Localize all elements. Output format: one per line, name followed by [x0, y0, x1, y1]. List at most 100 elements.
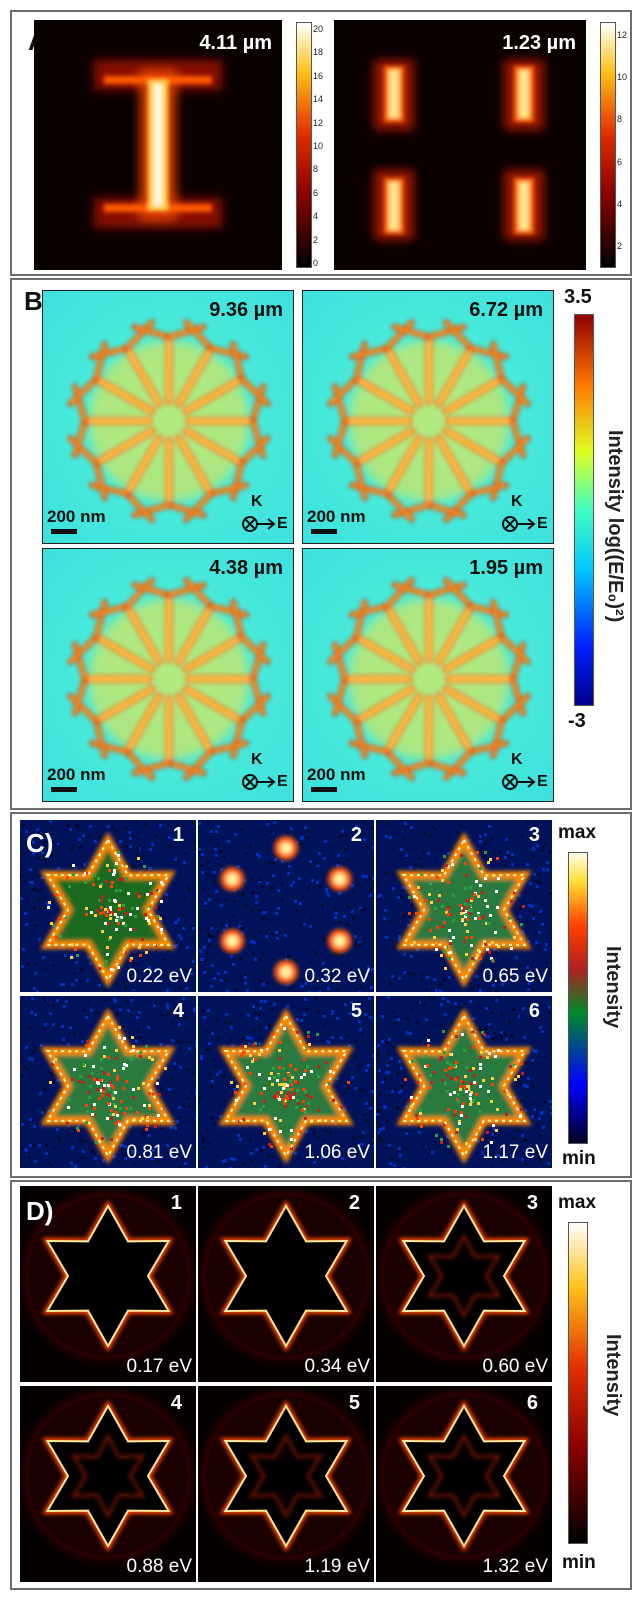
star-simulation-graphic — [198, 1186, 374, 1382]
eels-map-tile: 6 1.17 eV — [376, 996, 552, 1168]
simulated-map-tile: 3 0.60 eV — [376, 1186, 552, 1382]
wavelength-label: 6.72 µm — [469, 299, 543, 321]
energy-label: 0.32 eV — [304, 966, 371, 987]
field-map-4-11-graphic — [34, 20, 282, 270]
fractal-antenna-graphic — [43, 549, 293, 801]
colorbar-c-max: max — [558, 822, 597, 843]
wavelength-label: 9.36 µm — [209, 299, 283, 321]
colorbar-tick: 12 — [617, 30, 628, 40]
colorbar-tick: 8 — [313, 164, 319, 175]
colorbar-tick: 2 — [617, 241, 623, 252]
field-map-tile: 6.72 µm 200 nm K E — [302, 290, 554, 544]
star-simulation-graphic — [376, 1386, 552, 1582]
colorbar-tick: 2 — [313, 234, 319, 245]
panel-c: 1 0.22 eV 2 0.32 eV 3 0.65 eV 4 0.81 eV 5 1.06 eV… — [10, 812, 632, 1178]
colorbar-tick: 16 — [313, 70, 324, 81]
colorbar-tick: 10 — [617, 72, 628, 83]
k-vector-label: K — [511, 493, 523, 510]
tile-index: 5 — [348, 1392, 360, 1414]
star-eels-graphic — [376, 996, 552, 1168]
wavelength-label: 4.38 µm — [209, 557, 283, 579]
simulated-map-tile: 2 0.34 eV — [198, 1186, 374, 1382]
colorbar-b — [574, 314, 594, 706]
tile-index: 3 — [528, 824, 540, 846]
star-eels-graphic — [198, 996, 374, 1168]
energy-label: 0.65 eV — [482, 966, 549, 987]
energy-label: 1.06 eV — [304, 1142, 371, 1163]
tile-index: 2 — [348, 1192, 360, 1214]
star-simulation-graphic — [20, 1386, 196, 1582]
eels-map-tile: 2 0.32 eV — [198, 820, 374, 992]
colorbar-b-min: -3 — [568, 710, 586, 732]
colorbar-d-min: min — [562, 1552, 596, 1573]
star-eels-graphic — [376, 820, 552, 992]
energy-label: 0.34 eV — [304, 1356, 371, 1377]
colorbar-a1 — [296, 22, 312, 268]
colorbar-tick: 4 — [313, 211, 319, 222]
scale-bar-label: 200 nm — [307, 765, 366, 784]
colorbar-tick: 6 — [313, 187, 319, 198]
panel-d: 1 0.17 eV 2 0.34 eV 3 0.60 eV 4 0.88 eV 5 1.19 eV… — [10, 1180, 632, 1590]
scale-bar-label: 200 nm — [307, 507, 366, 526]
star-simulation-graphic — [376, 1186, 552, 1382]
scale-bar — [51, 787, 77, 792]
e-field-label: E — [277, 515, 288, 532]
simulated-map-tile: 1 0.17 eV — [20, 1186, 196, 1382]
k-vector-label: K — [251, 751, 263, 768]
colorbar-tick: 0 — [313, 258, 319, 268]
colorbar-tick: 14 — [313, 94, 324, 105]
scale-bar-label: 200 nm — [47, 507, 106, 526]
star-simulation-graphic — [20, 1186, 196, 1382]
colorbar-tick: 20 — [313, 24, 324, 34]
colorbar-c-label: Intensity — [602, 946, 624, 1029]
fractal-antenna-graphic — [43, 291, 293, 543]
energy-label: 0.88 eV — [126, 1556, 193, 1577]
field-map-1-23-graphic — [334, 20, 586, 270]
simulated-map-tile: 6 1.32 eV — [376, 1386, 552, 1582]
energy-label: 1.19 eV — [304, 1556, 371, 1577]
colorbar-d — [568, 1222, 588, 1544]
wavelength-label: 4.11 µm — [199, 32, 272, 54]
wavelength-label: 1.23 µm — [502, 32, 576, 54]
panel-c-label: C) — [26, 828, 54, 858]
colorbar-b-label: Intensity log((E/E₀)²) — [604, 430, 626, 623]
tile-index: 1 — [172, 824, 184, 846]
field-map-1-23: 1.23 µm — [334, 20, 586, 270]
e-field-label: E — [537, 515, 548, 532]
fractal-antenna-graphic — [303, 549, 553, 801]
colorbar-b-max: 3.5 — [564, 286, 592, 308]
polarization-arrow-icon — [502, 774, 536, 790]
e-field-label: E — [537, 773, 548, 790]
energy-label: 1.17 eV — [482, 1142, 549, 1163]
eels-map-tile: 5 1.06 eV — [198, 996, 374, 1168]
colorbar-c — [568, 852, 588, 1144]
star-simulation-graphic — [198, 1386, 374, 1582]
e-field-label: E — [277, 773, 288, 790]
energy-label: 0.17 eV — [126, 1356, 193, 1377]
eels-map-tile: 3 0.65 eV — [376, 820, 552, 992]
star-eels-graphic — [198, 820, 374, 992]
energy-label: 0.81 eV — [126, 1142, 193, 1163]
colorbar-tick: 6 — [617, 156, 623, 167]
polarization-arrow-icon — [502, 516, 536, 532]
colorbar-tick: 10 — [313, 141, 324, 151]
field-map-4-11: 4.11 µm — [34, 20, 282, 270]
colorbar-d-label: Intensity — [602, 1334, 624, 1417]
colorbar-tick: 8 — [617, 114, 623, 125]
tile-index: 6 — [526, 1392, 538, 1414]
simulated-map-tile: 5 1.19 eV — [198, 1386, 374, 1582]
tile-index: 2 — [350, 824, 362, 846]
tile-index: 4 — [170, 1392, 182, 1414]
eels-map-tile: 4 0.81 eV — [20, 996, 196, 1168]
tile-index: 6 — [528, 1000, 540, 1022]
colorbar-c-min: min — [562, 1148, 596, 1169]
colorbar-a2 — [600, 22, 616, 268]
scale-bar — [311, 787, 337, 792]
tile-index: 5 — [350, 1000, 362, 1022]
k-vector-label: K — [251, 493, 263, 510]
wavelength-label: 1.95 µm — [469, 557, 543, 579]
simulated-map-tile: 4 0.88 eV — [20, 1386, 196, 1582]
colorbar-tick: 12 — [313, 117, 324, 128]
panel-b: B) 9.36 µm 200 nm K E 6.72 µm 200 nm K E 4.38 µm… — [10, 278, 632, 810]
